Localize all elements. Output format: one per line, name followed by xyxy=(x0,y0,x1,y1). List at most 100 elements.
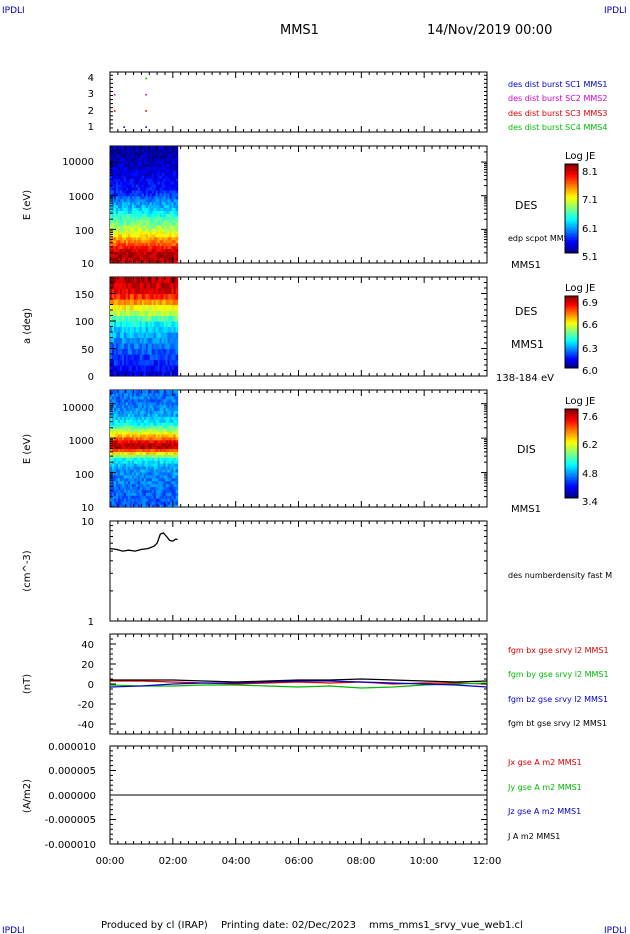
spectrogram-cell xyxy=(149,498,153,502)
spectrogram-cell xyxy=(125,486,129,491)
spectrogram-cell xyxy=(115,326,119,333)
spectrogram-cell xyxy=(125,169,129,173)
spectrogram-cell xyxy=(175,219,179,223)
spectrogram-cell xyxy=(157,186,161,191)
spectrogram-cell xyxy=(159,251,163,255)
spectrogram-cell xyxy=(121,439,125,444)
spectrogram-cell xyxy=(121,448,125,453)
spectrogram-cell xyxy=(147,348,151,355)
spectrogram-cell xyxy=(157,315,161,322)
spectrogram-cell xyxy=(161,151,165,156)
spectrogram-cell xyxy=(113,178,117,182)
spectrogram-cell xyxy=(127,337,131,344)
spectrogram-cell xyxy=(110,416,113,420)
spectrogram-cell xyxy=(121,184,125,188)
spectrogram-cell xyxy=(111,332,115,339)
spectrogram-cell xyxy=(145,442,149,447)
spectrogram-cell xyxy=(117,410,121,414)
spectrogram-cell xyxy=(119,359,123,366)
spectrogram-cell xyxy=(135,392,139,397)
spectrogram-cell xyxy=(125,219,129,223)
spectrogram-cell xyxy=(117,172,121,176)
spectrogram-cell xyxy=(133,474,137,479)
spectrogram-cell xyxy=(125,460,129,464)
spectrogram-cell xyxy=(143,445,147,450)
spectrogram-cell xyxy=(119,460,123,464)
spectrogram-cell xyxy=(135,154,139,159)
spectrogram-cell xyxy=(157,288,161,295)
spectrogram-cell xyxy=(129,483,133,488)
spectrogram-cell xyxy=(139,310,143,317)
spectrogram-cell xyxy=(161,457,165,461)
spectrogram-cell xyxy=(151,413,155,417)
spectrogram-cell xyxy=(159,213,163,217)
spectrogram-cell xyxy=(161,222,165,226)
spectrogram-cell xyxy=(121,463,125,467)
spectrogram-cell xyxy=(167,181,171,185)
spectrogram-cell xyxy=(161,178,165,182)
spectrogram-cell xyxy=(139,326,143,333)
spectrogram-cell xyxy=(131,474,135,479)
spectrogram-cell xyxy=(147,222,151,226)
spectrogram-cell xyxy=(167,477,171,482)
spectrogram-cell xyxy=(167,492,171,496)
spectrogram-cell xyxy=(165,192,169,197)
spectrogram-cell xyxy=(145,184,149,188)
spectrogram-cell xyxy=(153,454,157,458)
spectrogram-cell xyxy=(173,451,177,455)
burst-marker xyxy=(145,110,147,112)
spectrogram-cell xyxy=(123,439,127,444)
spectrogram-cell xyxy=(167,192,171,197)
spectrogram-cell xyxy=(117,454,121,458)
spectrogram-cell xyxy=(135,224,139,229)
spectrogram-cell xyxy=(141,242,145,247)
spectrogram-cell xyxy=(125,321,129,328)
spectrogram-cell xyxy=(171,315,175,322)
spectrogram-cell xyxy=(175,236,179,241)
spectrogram-cell xyxy=(155,169,159,173)
spectrogram-cell xyxy=(175,175,179,179)
spectrogram-cell xyxy=(115,451,119,455)
density-series xyxy=(109,532,178,552)
spectrogram-cell xyxy=(151,204,155,209)
spectrogram-cell xyxy=(125,315,129,322)
spectrogram-cell xyxy=(165,348,169,355)
spectrogram-cell xyxy=(155,213,159,217)
spectrogram-cell xyxy=(167,304,171,311)
spectrogram-cell xyxy=(167,146,171,150)
spectrogram-cell xyxy=(163,457,167,461)
spectrogram-cell xyxy=(115,207,119,211)
spectrogram-cell xyxy=(135,501,139,505)
spectrogram-cell xyxy=(153,474,157,479)
spectrogram-cell xyxy=(151,442,155,447)
spectrogram-cell xyxy=(173,390,177,394)
spectrogram-cell xyxy=(113,222,117,226)
spectrogram-cell xyxy=(165,370,169,376)
spectrogram-cell xyxy=(139,160,143,165)
spectrogram-cell xyxy=(155,359,159,366)
corner-label-bottom-left: IPDLI xyxy=(2,926,25,934)
spectrogram-cell xyxy=(137,230,141,235)
spectrogram-cell xyxy=(155,293,159,300)
spectrogram-cell xyxy=(143,442,147,447)
spectrogram-cell xyxy=(137,160,141,165)
spectrogram-cell xyxy=(151,370,155,376)
spectrogram-cell xyxy=(115,343,119,350)
spectrogram-cell xyxy=(171,343,175,350)
spectrogram-cell xyxy=(147,489,151,493)
spectrogram-cell xyxy=(169,359,173,366)
spectrogram-cell xyxy=(137,463,141,467)
spectrogram-cell xyxy=(157,166,161,170)
spectrogram-cell xyxy=(167,245,171,249)
spectrogram-cell xyxy=(125,299,129,306)
spectrogram-cell xyxy=(157,486,161,491)
spectrogram-cell xyxy=(147,219,151,223)
colorbar-segment xyxy=(565,415,578,419)
spectrogram-cell xyxy=(137,451,141,455)
spectrogram-cell xyxy=(171,216,175,220)
spectrogram-cell xyxy=(161,233,165,238)
spectrogram-cell xyxy=(117,195,121,200)
spectrogram-cell xyxy=(113,293,117,300)
spectrogram-cell xyxy=(151,425,155,429)
spectrogram-cell xyxy=(127,293,131,300)
